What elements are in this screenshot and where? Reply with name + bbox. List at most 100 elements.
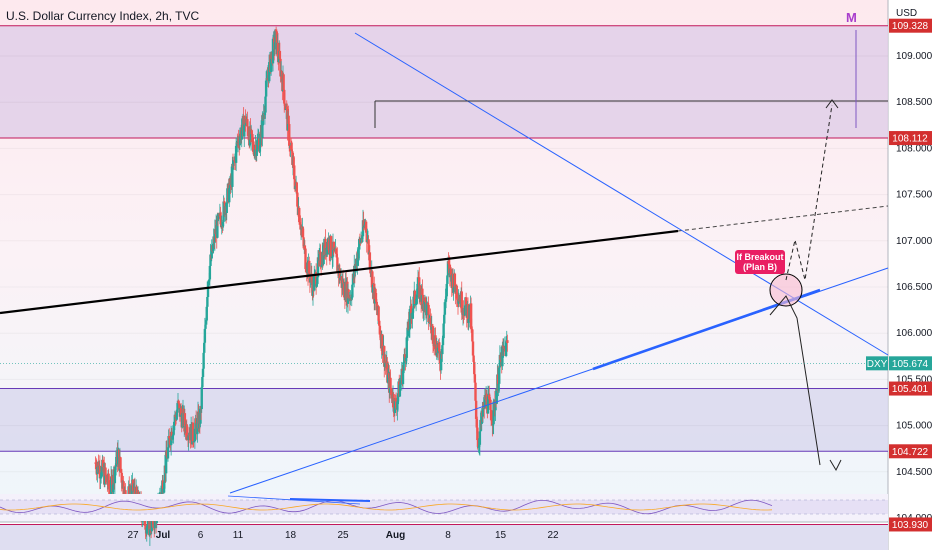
candle-body-405	[347, 289, 350, 299]
symbol-tag-label: DXY	[867, 359, 888, 370]
candle-body-281	[269, 58, 273, 73]
candle-body-589	[462, 310, 465, 315]
candle-body-607	[473, 374, 477, 383]
candle-body-221	[232, 160, 235, 166]
candle-body-258	[255, 149, 258, 156]
candle-body-633	[489, 409, 493, 421]
level-tag-label-0: 109.328	[892, 21, 929, 32]
chart-title: U.S. Dollar Currency Index, 2h, TVC	[6, 9, 200, 23]
candle-body-437	[367, 239, 370, 255]
candle-body-360	[319, 251, 322, 267]
candle-body-127	[173, 414, 177, 422]
candle-body-443	[371, 271, 374, 293]
candle-body-455	[378, 325, 382, 335]
candle-body-612	[476, 440, 480, 447]
candle-body-616	[479, 419, 482, 432]
price-tick-8: 105.000	[896, 421, 932, 432]
candle-body-332	[301, 228, 305, 238]
candle-body-126	[173, 421, 176, 426]
candle-body-374	[328, 239, 331, 253]
candle-body-313	[289, 145, 293, 150]
candle-body-460	[381, 354, 385, 356]
level-tag-label-3: 104.722	[892, 447, 929, 458]
candle-body-530	[425, 303, 428, 316]
candle-body-182	[208, 279, 211, 282]
candle-body-480	[394, 398, 397, 402]
candle-body-558	[443, 314, 446, 324]
candle-body-191	[213, 229, 217, 243]
annotation-line-2: (Plan B)	[743, 262, 777, 272]
candle-body-368	[324, 238, 327, 255]
candle-body-222	[233, 160, 236, 162]
candle-body-423	[358, 238, 362, 240]
candle-body-489	[399, 380, 403, 383]
candle-body-450	[375, 301, 378, 311]
candle-body-483	[396, 401, 399, 410]
candle-body-181	[207, 281, 210, 283]
candle-body-227	[236, 142, 239, 144]
rsi-divergence-line-2	[289, 498, 371, 502]
candle-body-564	[446, 261, 450, 276]
candle-body-118	[168, 436, 171, 439]
candle-body-259	[256, 139, 259, 150]
candle-body-183	[208, 265, 212, 280]
candle-body-25	[109, 476, 113, 496]
candle-body-172	[201, 368, 205, 378]
candle-body-536	[429, 318, 432, 324]
candle-body-456	[379, 334, 382, 338]
candle-body-379	[331, 256, 334, 259]
candle-body-16	[104, 467, 107, 476]
candle-body-505	[409, 306, 413, 314]
candle-body-459	[381, 334, 384, 355]
candle-body-36	[116, 449, 120, 465]
candle-body-449	[374, 299, 378, 302]
candle-body-323	[296, 192, 299, 207]
candle-body-66	[135, 486, 138, 496]
candle-body-642	[495, 391, 498, 404]
candle-body-158	[193, 441, 196, 443]
candle-body-326	[298, 207, 301, 223]
price-tick-3: 107.500	[896, 190, 932, 201]
date-axis[interactable]: 27 Jul 6 11 18 25 Aug 8 15 22	[127, 530, 559, 541]
candle-body-566	[448, 263, 451, 265]
candle-body-10	[100, 466, 103, 477]
candle-body-188	[211, 243, 215, 252]
candle-body-635	[491, 420, 494, 426]
candle-body-109	[162, 488, 165, 493]
annotation-box	[735, 250, 785, 274]
candle-body-492	[401, 370, 405, 385]
candle-body-575	[453, 273, 457, 287]
candle-body-448	[374, 288, 377, 300]
candle-body-444	[371, 285, 375, 293]
candle-body-240	[244, 116, 247, 126]
candle-body-205	[222, 201, 225, 222]
candle-body-170	[200, 387, 203, 410]
candle-body-346	[310, 273, 313, 283]
candle-body-273	[264, 80, 268, 97]
candle-body-556	[441, 338, 445, 346]
candle-body-615	[478, 431, 482, 445]
candle-body-128	[174, 414, 177, 418]
candle-body-453	[377, 306, 380, 321]
black-trendline	[0, 229, 679, 315]
candle-body-429	[362, 220, 365, 228]
price-tick-4: 107.000	[896, 236, 932, 247]
candle-body-344	[309, 278, 312, 283]
candle-body-296	[279, 58, 282, 77]
candle-body-562	[445, 283, 448, 297]
date-label-0: 27	[127, 530, 139, 541]
level-tag-0	[889, 18, 932, 33]
level-tag-label-4: 103.930	[892, 520, 929, 531]
candle-body-511	[413, 290, 417, 305]
candle-body-132	[176, 400, 180, 410]
candle-body-428	[361, 220, 365, 237]
candle-body-528	[424, 297, 427, 303]
price-axis-background	[888, 0, 932, 550]
candle-body-386	[335, 253, 338, 258]
candle-body-176	[204, 324, 207, 329]
candle-body-139	[181, 413, 184, 428]
candle-body-306	[285, 106, 288, 109]
candle-body-302	[283, 89, 286, 104]
candle-body-651	[501, 345, 504, 367]
